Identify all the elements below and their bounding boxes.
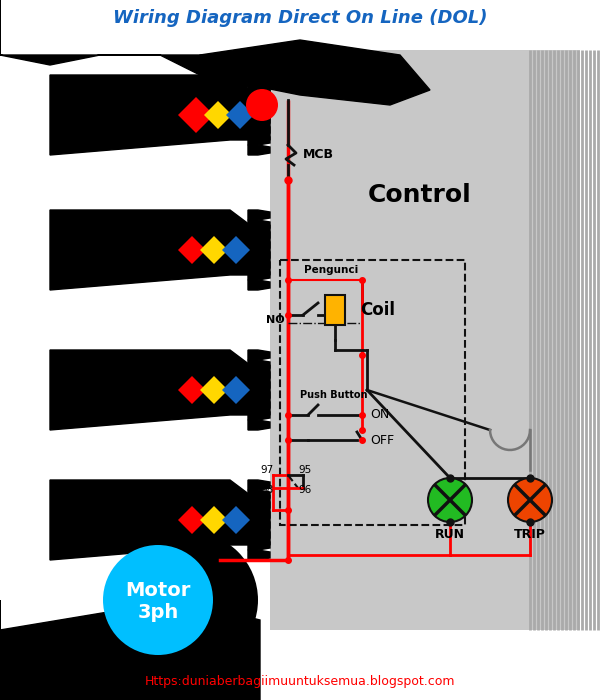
Polygon shape	[178, 376, 206, 404]
Polygon shape	[248, 105, 270, 115]
Polygon shape	[222, 376, 250, 404]
Polygon shape	[248, 530, 270, 540]
Polygon shape	[248, 510, 270, 520]
Text: Push Button: Push Button	[300, 390, 367, 400]
Polygon shape	[248, 350, 270, 360]
Polygon shape	[0, 600, 260, 700]
Polygon shape	[50, 210, 270, 290]
Text: Https:duniaberbagiimuuntuksemua.blogspot.com: Https:duniaberbagiimuuntuksemua.blogspot…	[145, 676, 455, 689]
Polygon shape	[178, 97, 214, 133]
Polygon shape	[248, 360, 270, 370]
Polygon shape	[200, 40, 430, 105]
Polygon shape	[248, 270, 270, 280]
Polygon shape	[248, 480, 270, 490]
Polygon shape	[50, 75, 270, 155]
Polygon shape	[248, 85, 270, 95]
Polygon shape	[248, 240, 270, 250]
Polygon shape	[248, 500, 270, 510]
Polygon shape	[248, 520, 270, 530]
Polygon shape	[248, 550, 270, 560]
Polygon shape	[248, 115, 270, 125]
Polygon shape	[248, 210, 270, 220]
Polygon shape	[248, 540, 270, 550]
Polygon shape	[248, 370, 270, 380]
Polygon shape	[222, 236, 250, 264]
Text: RUN: RUN	[435, 528, 465, 540]
Polygon shape	[50, 480, 270, 560]
Text: Wiring Diagram Direct On Line (DOL): Wiring Diagram Direct On Line (DOL)	[113, 9, 487, 27]
Text: Pengunci: Pengunci	[304, 265, 358, 275]
Bar	[280, 260, 465, 525]
Polygon shape	[50, 350, 270, 430]
Circle shape	[428, 478, 472, 522]
Polygon shape	[248, 280, 270, 290]
Text: OFF: OFF	[370, 433, 394, 447]
Text: Control: Control	[368, 183, 472, 207]
Text: NO: NO	[266, 315, 284, 325]
Text: Coil: Coil	[360, 301, 395, 319]
Polygon shape	[248, 390, 270, 400]
Circle shape	[122, 532, 258, 668]
Polygon shape	[248, 135, 270, 145]
Polygon shape	[248, 420, 270, 430]
Polygon shape	[248, 380, 270, 390]
Text: 3ph: 3ph	[137, 603, 179, 622]
Text: ON: ON	[370, 409, 389, 421]
Text: 98: 98	[260, 485, 273, 495]
Circle shape	[508, 478, 552, 522]
Polygon shape	[226, 101, 254, 129]
Polygon shape	[178, 236, 206, 264]
Bar	[270, 50, 580, 630]
Polygon shape	[200, 506, 228, 534]
Polygon shape	[248, 250, 270, 260]
Text: 97: 97	[260, 465, 273, 475]
Polygon shape	[178, 506, 206, 534]
Polygon shape	[248, 410, 270, 420]
Polygon shape	[248, 230, 270, 240]
Text: Motor: Motor	[125, 580, 191, 599]
Polygon shape	[204, 101, 232, 129]
Polygon shape	[248, 145, 270, 155]
Polygon shape	[248, 220, 270, 230]
Text: 96: 96	[298, 485, 311, 495]
Polygon shape	[0, 0, 260, 90]
Bar	[325, 295, 345, 325]
Circle shape	[246, 89, 278, 121]
Polygon shape	[248, 260, 270, 270]
Circle shape	[103, 545, 213, 655]
Text: MCB: MCB	[303, 148, 334, 162]
Polygon shape	[222, 506, 250, 534]
Polygon shape	[248, 490, 270, 500]
Polygon shape	[200, 376, 228, 404]
Polygon shape	[248, 75, 270, 85]
Polygon shape	[248, 95, 270, 105]
Polygon shape	[248, 125, 270, 135]
Text: TRIP: TRIP	[514, 528, 546, 540]
Polygon shape	[248, 400, 270, 410]
Text: 95: 95	[298, 465, 311, 475]
Polygon shape	[200, 236, 228, 264]
